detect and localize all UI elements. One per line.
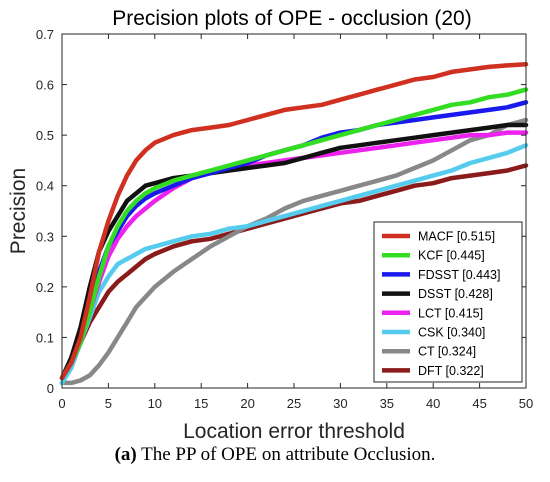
chart-title: Precision plots of OPE - occlusion (20)	[112, 7, 471, 30]
legend: MACF [0.515] KCF [0.445] FDSST [0.443] DSST…	[373, 221, 523, 383]
x-tick-label: 0	[58, 396, 65, 411]
legend-box	[373, 221, 523, 383]
precision-chart: Precision plots of OPE - occlusion (20) …	[7, 7, 533, 440]
series-line-macf	[59, 62, 529, 381]
legend-label: CT [0.324]	[418, 345, 476, 359]
y-tick-label: 0.5	[36, 128, 54, 143]
axis-ticks: 0 5 10 15 20 25 30 35 40 45 50 0 0.1 0.2 0.3 0.4 0.5 0.6 0…	[36, 27, 533, 411]
x-tick-label: 10	[148, 396, 162, 411]
legend-label: DSST [0.428]	[418, 287, 493, 301]
series-lines	[59, 62, 529, 386]
y-axis-label: Precision	[7, 168, 30, 254]
y-tick-label: 0.1	[36, 330, 54, 345]
legend-label: KCF [0.445]	[418, 249, 485, 263]
x-tick-label: 5	[105, 396, 112, 411]
x-axis-label: Location error threshold	[183, 420, 405, 440]
series-line-dsst	[59, 122, 529, 381]
y-tick-label: 0.7	[36, 27, 54, 42]
y-tick-label: 0	[47, 381, 54, 396]
legend-label: CSK [0.340]	[418, 326, 485, 340]
caption-text: The PP of OPE on attribute Occlusion.	[136, 444, 436, 465]
x-tick-label: 35	[380, 396, 394, 411]
x-tick-label: 30	[333, 396, 347, 411]
x-tick-label: 45	[472, 396, 486, 411]
legend-label: FDSST [0.443]	[418, 268, 500, 282]
x-tick-label: 20	[240, 396, 254, 411]
figure-caption: (a) The PP of OPE on attribute Occlusion…	[0, 444, 550, 466]
y-tick-label: 0.4	[36, 179, 54, 194]
series-line-lct	[59, 130, 529, 381]
legend-label: LCT [0.415]	[418, 306, 483, 320]
y-tick-label: 0.3	[36, 229, 54, 244]
x-tick-label: 25	[287, 396, 301, 411]
x-tick-label: 50	[519, 396, 533, 411]
y-tick-label: 0.2	[36, 280, 54, 295]
series-line-kcf	[59, 87, 529, 381]
x-tick-label: 15	[194, 396, 208, 411]
x-tick-label: 40	[426, 396, 440, 411]
series-line-csk	[59, 143, 529, 386]
legend-label: DFT [0.322]	[418, 364, 484, 378]
y-tick-label: 0.6	[36, 78, 54, 93]
caption-label: (a)	[114, 444, 137, 465]
legend-label: MACF [0.515]	[418, 230, 495, 244]
